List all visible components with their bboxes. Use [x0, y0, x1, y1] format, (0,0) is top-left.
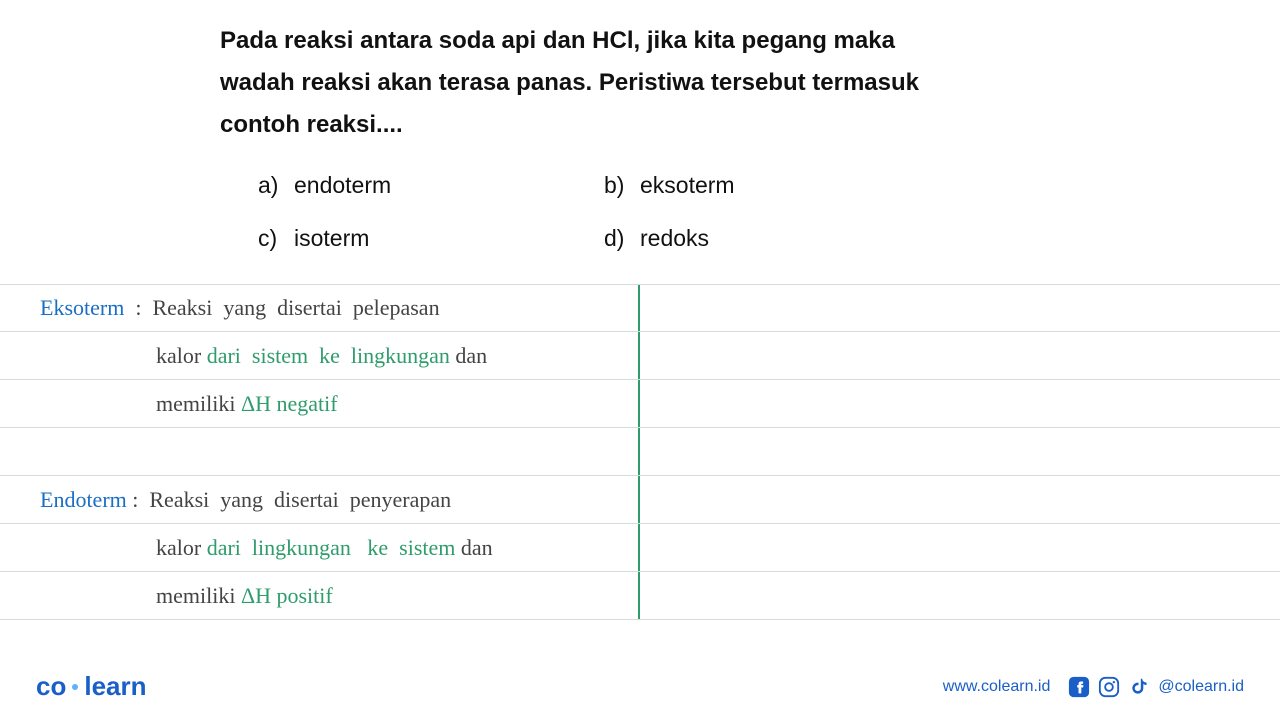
option-b[interactable]: b) eksoterm	[604, 172, 910, 199]
note-segment: kalor	[156, 343, 207, 369]
note-segment: memiliki	[156, 391, 241, 417]
social-group: @colearn.id	[1068, 676, 1244, 698]
note-cell-right	[640, 524, 1280, 571]
note-cell-left: Eksoterm : Reaksi yang disertai pelepasa…	[0, 285, 640, 331]
facebook-icon[interactable]	[1068, 676, 1090, 698]
note-segment: dari sistem ke lingkungan	[207, 343, 450, 369]
tiktok-icon[interactable]	[1128, 676, 1150, 698]
instagram-icon[interactable]	[1098, 676, 1120, 698]
note-row: memiliki ΔH negatif	[0, 380, 1280, 428]
footer-url[interactable]: www.colearn.id	[943, 678, 1051, 696]
option-d-text: redoks	[640, 225, 709, 252]
note-cell-right	[640, 572, 1280, 619]
note-row: memiliki ΔH positif	[0, 572, 1280, 620]
note-segment: memiliki	[156, 583, 241, 609]
footer-right: www.colearn.id @colearn.id	[943, 676, 1244, 698]
note-segment: dan	[450, 343, 487, 369]
option-a-letter: a)	[258, 172, 284, 199]
option-c[interactable]: c) isoterm	[258, 225, 564, 252]
note-row: Endoterm : Reaksi yang disertai penyerap…	[0, 476, 1280, 524]
note-segment: : Reaksi yang disertai penyerapan	[127, 487, 451, 513]
note-cell-left	[0, 428, 640, 475]
note-cell-left: kalor dari lingkungan ke sistem dan	[0, 524, 640, 571]
note-cell-right	[640, 285, 1280, 331]
option-a[interactable]: a) endoterm	[258, 172, 564, 199]
question-text: Pada reaksi antara soda api dan HCl, jik…	[220, 20, 920, 146]
notes-area: Eksoterm : Reaksi yang disertai pelepasa…	[0, 284, 1280, 620]
footer: co learn www.colearn.id @colearn.id	[0, 671, 1280, 702]
option-c-letter: c)	[258, 225, 284, 252]
option-b-letter: b)	[604, 172, 630, 199]
option-a-text: endoterm	[294, 172, 391, 199]
note-row	[0, 428, 1280, 476]
note-segment: ΔH positif	[241, 583, 333, 609]
option-b-text: eksoterm	[640, 172, 735, 199]
note-cell-right	[640, 332, 1280, 379]
note-row: kalor dari lingkungan ke sistem dan	[0, 524, 1280, 572]
note-cell-left: Endoterm : Reaksi yang disertai penyerap…	[0, 476, 640, 523]
note-cell-left: kalor dari sistem ke lingkungan dan	[0, 332, 640, 379]
note-row: kalor dari sistem ke lingkungan dan	[0, 332, 1280, 380]
note-segment: Eksoterm	[40, 295, 124, 321]
logo-part1: co	[36, 671, 66, 702]
note-segment: kalor	[156, 535, 207, 561]
note-cell-right	[640, 428, 1280, 475]
logo-dot-icon	[72, 684, 78, 690]
note-row: Eksoterm : Reaksi yang disertai pelepasa…	[0, 284, 1280, 332]
option-d[interactable]: d) redoks	[604, 225, 910, 252]
logo-part2: learn	[84, 671, 146, 702]
note-segment: ΔH negatif	[241, 391, 338, 417]
note-segment: : Reaksi yang disertai pelepasan	[124, 295, 439, 321]
note-segment: dan	[455, 535, 492, 561]
note-segment: Endoterm	[40, 487, 127, 513]
option-d-letter: d)	[604, 225, 630, 252]
note-cell-right	[640, 380, 1280, 427]
option-c-text: isoterm	[294, 225, 369, 252]
note-cell-left: memiliki ΔH positif	[0, 572, 640, 619]
options-grid: a) endoterm b) eksoterm c) isoterm d) re…	[220, 172, 910, 252]
note-cell-left: memiliki ΔH negatif	[0, 380, 640, 427]
note-segment: dari lingkungan ke sistem	[207, 535, 456, 561]
note-cell-right	[640, 476, 1280, 523]
footer-handle[interactable]: @colearn.id	[1158, 678, 1244, 696]
question-block: Pada reaksi antara soda api dan HCl, jik…	[0, 0, 920, 252]
logo: co learn	[36, 671, 147, 702]
